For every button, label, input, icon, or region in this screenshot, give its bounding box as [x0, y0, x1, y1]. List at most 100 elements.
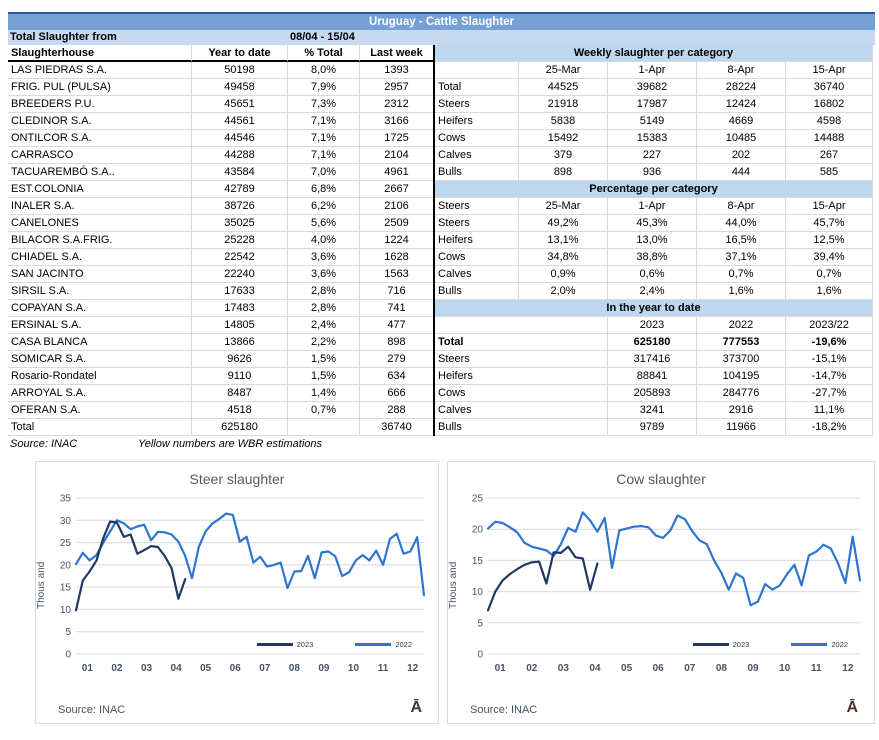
legend-entry[interactable]: 2023: [692, 640, 749, 649]
value-cell[interactable]: 0,9%: [519, 266, 608, 283]
value-cell[interactable]: 49,2%: [519, 215, 608, 232]
row-label[interactable]: INALER S.A.: [8, 198, 192, 215]
value-cell[interactable]: 625180: [192, 419, 288, 436]
row-label[interactable]: LAS PIEDRAS S.A.: [8, 62, 192, 79]
value-cell[interactable]: 0,7%: [697, 266, 786, 283]
value-cell[interactable]: 1,4%: [288, 385, 360, 402]
row-label[interactable]: Rosario-Rondatel: [8, 368, 192, 385]
value-cell[interactable]: 2312: [360, 96, 433, 113]
value-cell[interactable]: 17483: [192, 300, 288, 317]
value-cell[interactable]: 45,7%: [786, 215, 872, 232]
value-cell[interactable]: 4,0%: [288, 232, 360, 249]
steer-slaughter-chart[interactable]: Steer slaughter Thous and 0 5 10 15 20 25 30 35 01…: [35, 461, 439, 724]
value-cell[interactable]: 317416: [608, 351, 697, 368]
value-cell[interactable]: 7,0%: [288, 164, 360, 181]
row-label[interactable]: SOMICAR S.A.: [8, 351, 192, 368]
value-cell[interactable]: 1224: [360, 232, 433, 249]
value-cell[interactable]: 741: [360, 300, 433, 317]
value-cell[interactable]: 1725: [360, 130, 433, 147]
value-cell[interactable]: 0,6%: [608, 266, 697, 283]
value-cell[interactable]: 7,1%: [288, 147, 360, 164]
value-cell[interactable]: 45,3%: [608, 215, 697, 232]
value-cell[interactable]: 1393: [360, 62, 433, 79]
value-cell[interactable]: 585: [786, 164, 872, 181]
value-cell[interactable]: 279: [360, 351, 433, 368]
value-cell[interactable]: 38726: [192, 198, 288, 215]
value-cell[interactable]: 16,5%: [697, 232, 786, 249]
column-header[interactable]: [435, 62, 519, 79]
legend-entry[interactable]: 2022: [791, 640, 848, 649]
column-header[interactable]: Steers: [435, 198, 519, 215]
value-cell[interactable]: 7,1%: [288, 113, 360, 130]
row-label[interactable]: Calves: [435, 402, 608, 419]
column-header[interactable]: 25-Mar: [519, 198, 608, 215]
value-cell[interactable]: 625180: [608, 334, 697, 351]
value-cell[interactable]: 43584: [192, 164, 288, 181]
row-label[interactable]: Calves: [435, 147, 519, 164]
value-cell[interactable]: 17987: [608, 96, 697, 113]
date-range[interactable]: 08/04 - 15/04: [290, 31, 355, 43]
value-cell[interactable]: 2,4%: [288, 317, 360, 334]
value-cell[interactable]: 37,1%: [697, 249, 786, 266]
row-label[interactable]: ARROYAL S.A.: [8, 385, 192, 402]
row-label[interactable]: Total: [8, 419, 192, 436]
value-cell[interactable]: 44525: [519, 79, 608, 96]
column-header[interactable]: 2023/22: [786, 317, 872, 334]
row-label[interactable]: ONTILCOR S.A.: [8, 130, 192, 147]
value-cell[interactable]: 7,9%: [288, 79, 360, 96]
value-cell[interactable]: 2104: [360, 147, 433, 164]
row-label[interactable]: Total: [435, 79, 519, 96]
value-cell[interactable]: 22240: [192, 266, 288, 283]
column-header[interactable]: Last week: [360, 45, 433, 62]
value-cell[interactable]: 2,8%: [288, 300, 360, 317]
value-cell[interactable]: 36740: [786, 79, 872, 96]
value-cell[interactable]: 8,0%: [288, 62, 360, 79]
value-cell[interactable]: 14488: [786, 130, 872, 147]
value-cell[interactable]: 202: [697, 147, 786, 164]
value-cell[interactable]: 0,7%: [288, 402, 360, 419]
value-cell[interactable]: 936: [608, 164, 697, 181]
row-label[interactable]: TACUAREMBÓ S.A..: [8, 164, 192, 181]
column-header[interactable]: [435, 317, 608, 334]
value-cell[interactable]: 11,1%: [786, 402, 872, 419]
value-cell[interactable]: 373700: [697, 351, 786, 368]
row-label[interactable]: Heifers: [435, 232, 519, 249]
row-label[interactable]: BILACOR S.A.FRIG.: [8, 232, 192, 249]
value-cell[interactable]: 39,4%: [786, 249, 872, 266]
value-cell[interactable]: 104195: [697, 368, 786, 385]
value-cell[interactable]: 1,5%: [288, 351, 360, 368]
legend-entry[interactable]: 2022: [355, 640, 412, 649]
value-cell[interactable]: 1,6%: [786, 283, 872, 300]
row-label[interactable]: CARRASCO: [8, 147, 192, 164]
row-label[interactable]: Steers: [435, 351, 608, 368]
value-cell[interactable]: 5,6%: [288, 215, 360, 232]
row-label[interactable]: CASA BLANCA: [8, 334, 192, 351]
value-cell[interactable]: 9110: [192, 368, 288, 385]
value-cell[interactable]: 227: [608, 147, 697, 164]
value-cell[interactable]: -15,1%: [786, 351, 872, 368]
value-cell[interactable]: 9626: [192, 351, 288, 368]
value-cell[interactable]: 5838: [519, 113, 608, 130]
value-cell[interactable]: 3241: [608, 402, 697, 419]
row-label[interactable]: Total: [435, 334, 608, 351]
value-cell[interactable]: 36740: [360, 419, 433, 436]
value-cell[interactable]: 15492: [519, 130, 608, 147]
value-cell[interactable]: 1,5%: [288, 368, 360, 385]
row-label[interactable]: OFERAN S.A.: [8, 402, 192, 419]
value-cell[interactable]: 2,8%: [288, 283, 360, 300]
value-cell[interactable]: 4598: [786, 113, 872, 130]
value-cell[interactable]: 12424: [697, 96, 786, 113]
value-cell[interactable]: 44546: [192, 130, 288, 147]
value-cell[interactable]: 2,4%: [608, 283, 697, 300]
row-label[interactable]: Cows: [435, 385, 608, 402]
value-cell[interactable]: 205893: [608, 385, 697, 402]
value-cell[interactable]: 267: [786, 147, 872, 164]
value-cell[interactable]: 0,7%: [786, 266, 872, 283]
row-label[interactable]: Bulls: [435, 164, 519, 181]
value-cell[interactable]: 11966: [697, 419, 786, 436]
value-cell[interactable]: 3,6%: [288, 249, 360, 266]
column-header[interactable]: 2022: [697, 317, 786, 334]
value-cell[interactable]: 777553: [697, 334, 786, 351]
column-header[interactable]: 15-Apr: [786, 62, 872, 79]
value-cell[interactable]: 4669: [697, 113, 786, 130]
